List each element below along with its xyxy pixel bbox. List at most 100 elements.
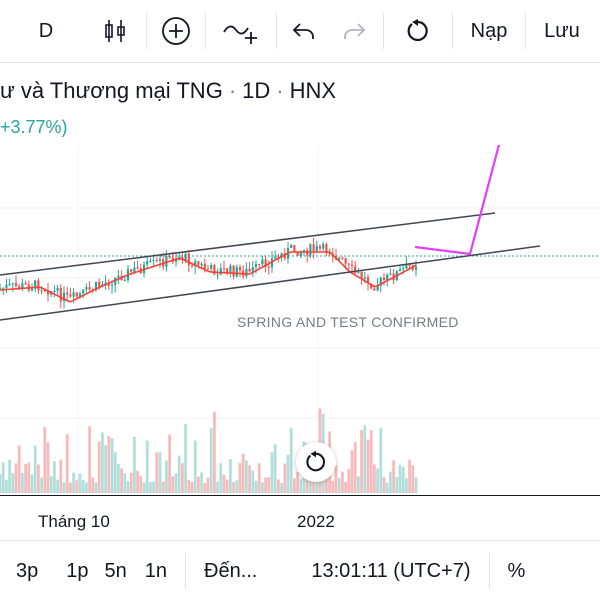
volume-bar: [8, 459, 11, 493]
volume-bar: [72, 472, 75, 493]
candle: [354, 266, 357, 274]
candle: [222, 268, 226, 270]
volume-bar: [193, 440, 197, 493]
volume-bar: [27, 462, 31, 493]
volume-bar: [59, 459, 63, 493]
candle: [107, 282, 110, 286]
candle: [389, 273, 392, 275]
volume-bar: [251, 470, 255, 493]
candle: [206, 268, 210, 270]
candle: [82, 289, 85, 294]
candle: [130, 269, 133, 272]
candle: [69, 294, 72, 297]
channel-lower-line: [0, 245, 541, 321]
candle: [194, 261, 197, 267]
candle: [40, 289, 43, 291]
volume-bar: [389, 471, 392, 493]
candle: [293, 245, 296, 252]
volume-bar: [1, 462, 5, 493]
candle: [341, 257, 344, 259]
candle: [24, 283, 27, 285]
volume-bar: [17, 445, 21, 493]
volume-bar: [203, 482, 207, 493]
volume-bar: [75, 480, 79, 493]
candle: [299, 251, 302, 256]
goto-date-button[interactable]: Đến...: [204, 559, 258, 582]
candle: [402, 268, 405, 270]
candle: [104, 282, 107, 285]
interval-button[interactable]: D: [38, 19, 54, 42]
time-axis[interactable]: Tháng 10 2022: [0, 495, 600, 536]
volume-bar: [174, 473, 178, 493]
candle: [360, 272, 363, 279]
candle: [123, 280, 126, 282]
candle: [370, 283, 373, 289]
candle: [373, 288, 376, 291]
volume-bar: [94, 482, 98, 493]
candle: [350, 264, 354, 267]
range-1p-button[interactable]: 1p: [66, 559, 89, 582]
candle: [66, 292, 69, 295]
volume-bar: [363, 425, 367, 493]
volume-bar: [414, 477, 418, 493]
volume-bar: [401, 466, 405, 493]
volume-bar: [136, 470, 139, 493]
chart-annotation: SPRING AND TEST CONFIRMED: [237, 314, 459, 330]
add-indicator-icon[interactable]: [147, 0, 205, 62]
reset-chart-button[interactable]: [296, 442, 336, 482]
range-1n-button[interactable]: 1n: [144, 559, 167, 582]
volume-bar: [0, 473, 2, 493]
candle: [309, 244, 312, 256]
candle: [379, 277, 382, 286]
volume-bar: [376, 468, 379, 493]
candle: [21, 283, 24, 289]
load-button[interactable]: Nạp: [470, 19, 508, 42]
candle: [56, 287, 59, 291]
candle: [184, 253, 187, 261]
candle: [43, 289, 46, 291]
candle: [165, 255, 168, 267]
symbol-title[interactable]: ư và Thương mại TNG · 1D · HNX: [0, 78, 336, 104]
candle: [117, 275, 120, 278]
volume-bar: [373, 464, 376, 493]
volume-bar: [43, 427, 47, 493]
volume-bar: [139, 476, 143, 493]
candles-icon[interactable]: [92, 0, 138, 62]
candle: [59, 287, 62, 302]
compare-icon[interactable]: [206, 0, 276, 62]
clock-timezone[interactable]: 13:01:11 (UTC+7): [311, 559, 471, 582]
volume-bar: [56, 479, 59, 493]
candle: [363, 277, 366, 279]
volume-bar: [219, 463, 223, 493]
undo-icon[interactable]: [277, 0, 331, 62]
candle: [152, 259, 155, 261]
reset-icon[interactable]: [384, 0, 452, 62]
percent-toggle[interactable]: %: [507, 559, 526, 582]
range-5n-button[interactable]: 5n: [104, 559, 127, 582]
volume-bar: [69, 482, 72, 493]
candle: [261, 259, 264, 265]
candle: [200, 263, 203, 266]
volume-bar: [14, 463, 18, 493]
volume-bar: [395, 476, 399, 493]
separator-dot: ·: [276, 78, 284, 103]
candle: [88, 287, 91, 290]
candle: [72, 292, 75, 297]
candle: [213, 265, 216, 275]
candle: [11, 283, 14, 285]
redo-icon[interactable]: [331, 0, 377, 62]
candle: [136, 267, 139, 269]
symbol-name: ư và Thương mại TNG: [0, 78, 223, 103]
volume-bar: [5, 479, 8, 493]
volume-bar: [117, 464, 120, 493]
volume-bar: [62, 482, 66, 493]
toolbar-divider: [383, 13, 384, 49]
candle: [414, 266, 418, 270]
save-button[interactable]: Lưu: [544, 19, 580, 42]
candle: [283, 253, 286, 259]
range-3p-button[interactable]: 3p: [16, 559, 39, 582]
volume-bar: [21, 472, 24, 493]
volume-bar: [334, 465, 338, 493]
candle: [302, 249, 306, 252]
volume-bar: [190, 481, 194, 493]
